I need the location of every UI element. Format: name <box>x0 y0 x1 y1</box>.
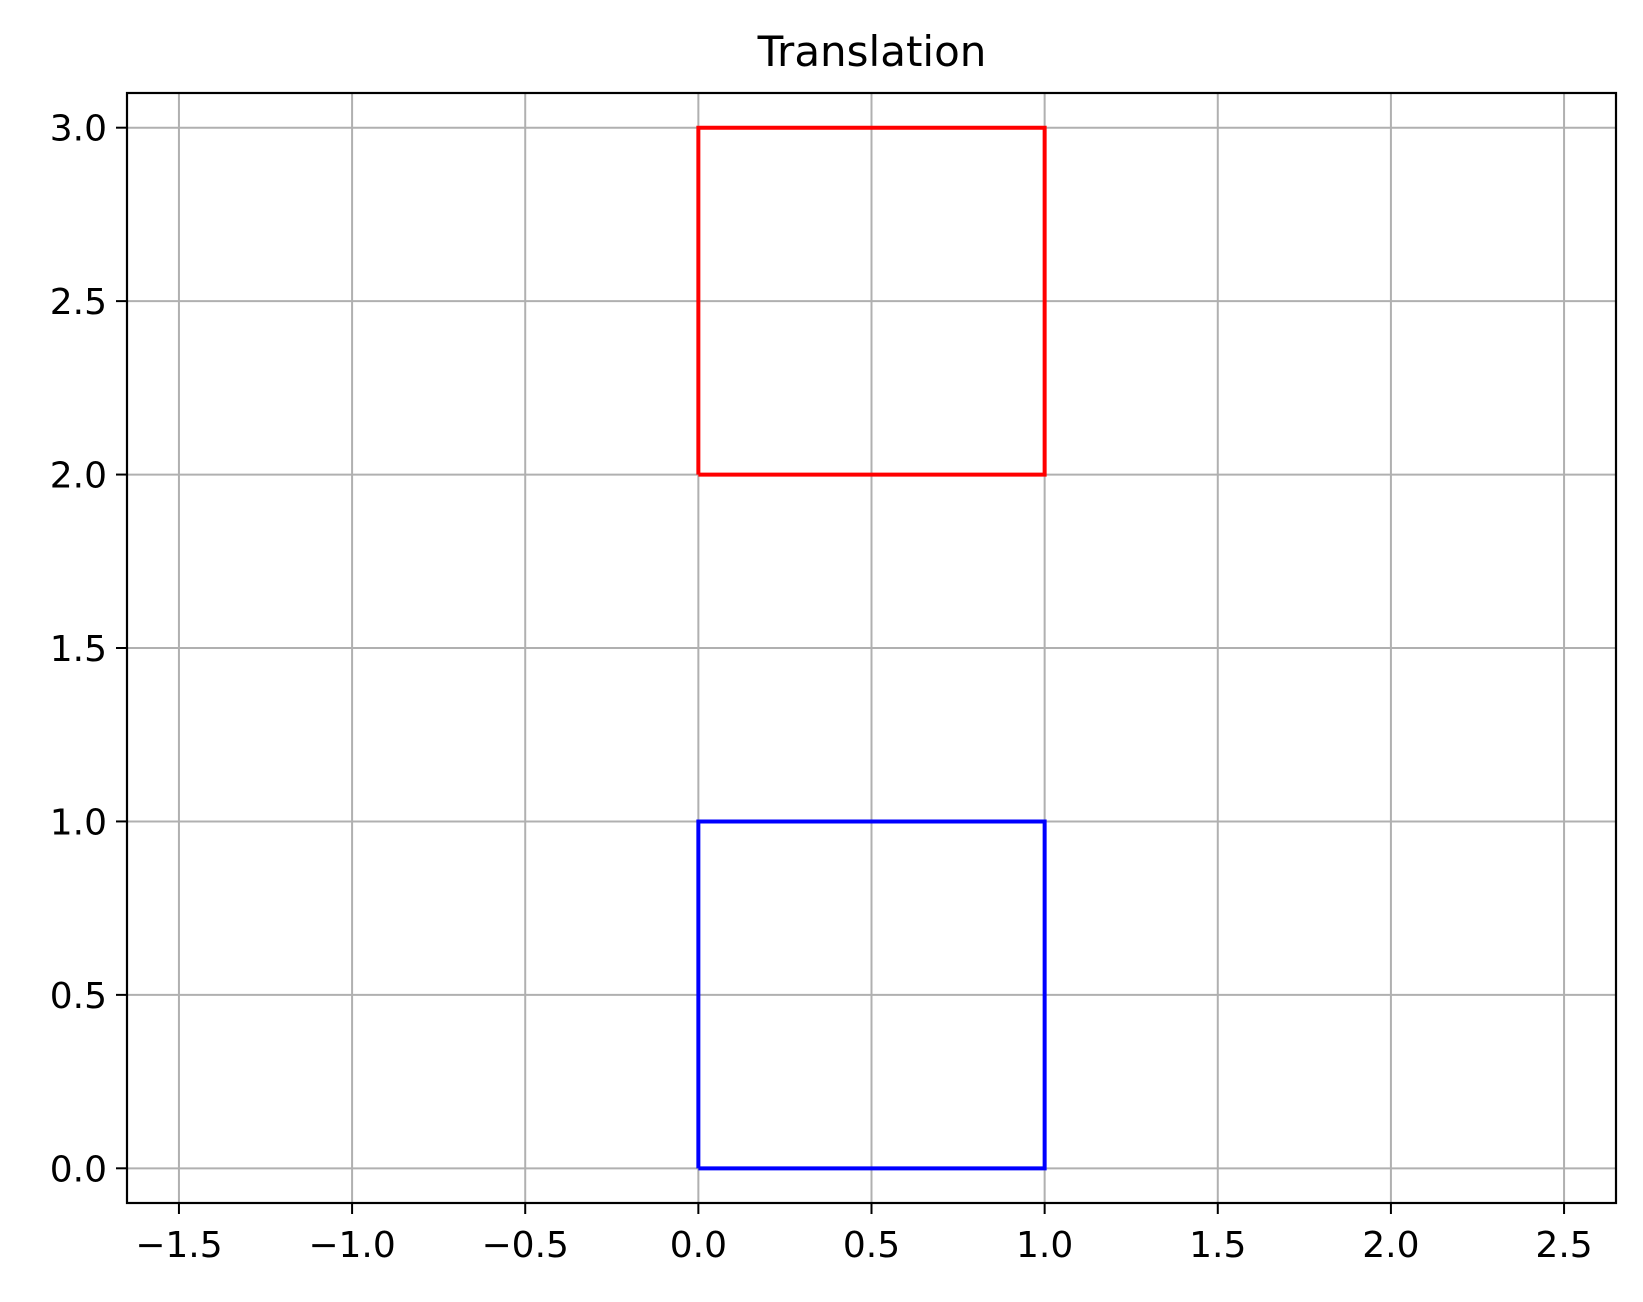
x-tick-label: 0.5 <box>843 1225 900 1266</box>
x-tick-label: 1.5 <box>1189 1225 1246 1266</box>
ticks: −1.5 −1.0 −0.5 0.0 0.5 1.0 1.5 2.0 2.5 0.0 0.5 1.0 1… <box>50 109 1593 1266</box>
y-tick-label: 3.0 <box>50 109 107 150</box>
y-tick-label: 0.5 <box>50 976 107 1017</box>
series-line-2 <box>696 125 1047 477</box>
y-tick-label: 2.5 <box>50 282 107 323</box>
y-tick-label: 1.0 <box>50 802 107 843</box>
y-tick-label: 1.5 <box>50 629 107 670</box>
x-tick-label: 1.0 <box>1016 1225 1073 1266</box>
grid <box>127 93 1616 1203</box>
series-line-1 <box>696 819 1047 1171</box>
x-tick-label: 2.5 <box>1535 1225 1592 1266</box>
series-layer <box>696 125 1047 1171</box>
x-tick-label: 2.0 <box>1362 1225 1419 1266</box>
chart-title: Translation <box>757 27 987 76</box>
x-tick-label: 0.0 <box>670 1225 727 1266</box>
y-tick-label: 0.0 <box>50 1149 107 1190</box>
x-tick-label: −1.0 <box>308 1225 395 1266</box>
x-tick-label: −1.5 <box>135 1225 222 1266</box>
y-tick-label: 2.0 <box>50 456 107 497</box>
x-tick-label: −0.5 <box>482 1225 569 1266</box>
